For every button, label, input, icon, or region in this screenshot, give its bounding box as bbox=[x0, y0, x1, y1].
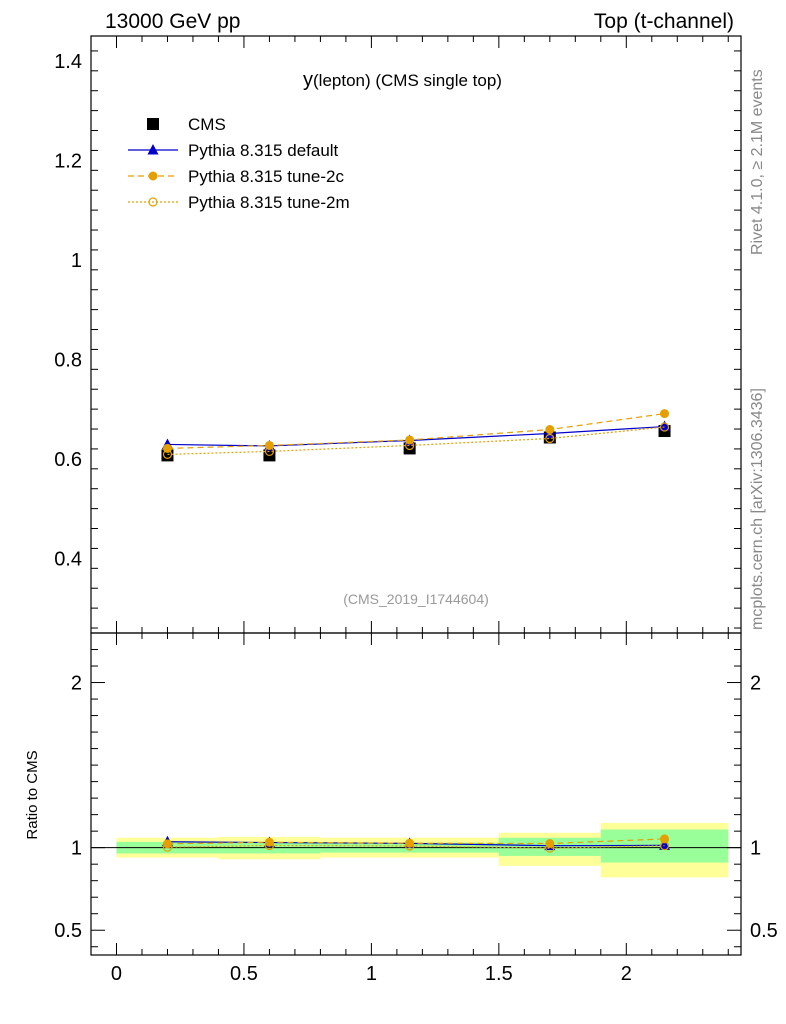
legend-label-3: Pythia 8.315 tune-2m bbox=[188, 193, 350, 212]
analysis-watermark: (CMS_2019_I1744604) bbox=[343, 591, 489, 607]
mcplots-label: mcplots.cern.ch [arXiv:1306.3436] bbox=[749, 388, 766, 630]
main-point-1-4 bbox=[659, 420, 671, 432]
main-point-2-4 bbox=[660, 409, 670, 419]
process-label: Top (t-channel) bbox=[594, 10, 734, 33]
xtick-label: 1.5 bbox=[485, 963, 513, 985]
ratio-point-1-0 bbox=[162, 839, 172, 849]
main-point-3-0 bbox=[162, 449, 173, 459]
ytick-ratio-label-right: 1 bbox=[750, 838, 761, 860]
axis-tick-labels: 0 0.5 1 1.5 2 0.4 0.6 0.8 1 1.2 1.4 0.5 0.5 1 1 2 2 bbox=[54, 51, 778, 985]
rivet-label: Rivet 4.1.0, ≥ 2.1M events bbox=[749, 69, 766, 255]
ratio-uncertainty-bands bbox=[116, 822, 729, 878]
plot-title-sub: (lepton) (CMS single top) bbox=[313, 71, 502, 90]
main-point-3-2 bbox=[405, 440, 415, 451]
ratio-point-1-3 bbox=[545, 839, 555, 849]
legend-marker-0 bbox=[147, 118, 159, 130]
main-point-3-3 bbox=[545, 433, 555, 444]
ratio-point-1-1 bbox=[264, 837, 274, 847]
ratio-point-0-4 bbox=[659, 839, 671, 850]
main-series-group bbox=[161, 409, 671, 462]
ratio-ylabel: Ratio to CMS bbox=[24, 750, 41, 839]
legend-label-0: CMS bbox=[188, 115, 226, 134]
xtick-label: 0.5 bbox=[230, 963, 258, 985]
ratio-point-2-0 bbox=[162, 842, 173, 852]
ytick-main-label: 1 bbox=[71, 250, 82, 272]
legend: CMS Pythia 8.315 default Pythia 8.315 tune… bbox=[128, 115, 350, 212]
main-point-2-3 bbox=[545, 425, 555, 435]
main-line-3 bbox=[167, 426, 665, 455]
ytick-main-label: 0.8 bbox=[54, 349, 82, 371]
ytick-ratio-label-left: 0.5 bbox=[54, 920, 82, 942]
ytick-ratio-label-left: 1 bbox=[71, 838, 82, 860]
ratio-point-2-2 bbox=[405, 841, 415, 851]
ytick-main-label: 0.6 bbox=[54, 449, 82, 471]
plot-title-main: y bbox=[303, 69, 313, 91]
main-point-3-1 bbox=[264, 446, 275, 457]
ratio-panel-frame bbox=[90, 632, 742, 956]
ratio-point-2-3 bbox=[545, 843, 555, 853]
ytick-ratio-label-right: 0.5 bbox=[750, 920, 778, 942]
ytick-main-label: 1.4 bbox=[54, 51, 82, 73]
ratio-point-2-4 bbox=[659, 841, 670, 851]
legend-label-1: Pythia 8.315 default bbox=[188, 141, 339, 160]
ratio-line-2 bbox=[167, 844, 665, 849]
legend-marker-1 bbox=[147, 144, 159, 155]
xtick-label: 0 bbox=[111, 963, 122, 985]
main-point-3-4 bbox=[659, 422, 670, 432]
xtick-label: 2 bbox=[621, 963, 632, 985]
axis-ticks bbox=[91, 36, 741, 955]
ytick-ratio-label-right: 2 bbox=[750, 673, 761, 695]
main-line-1 bbox=[167, 425, 665, 447]
ytick-main-label: 1.2 bbox=[54, 150, 82, 172]
ratio-series-group bbox=[161, 834, 671, 853]
legend-label-2: Pythia 8.315 tune-2c bbox=[188, 167, 344, 186]
legend-marker-2 bbox=[148, 171, 158, 181]
ytick-main-label: 0.4 bbox=[54, 548, 82, 570]
legend-marker-3 bbox=[148, 197, 158, 207]
ytick-ratio-label-left: 2 bbox=[71, 673, 82, 695]
ratio-point-2-1 bbox=[264, 840, 275, 851]
xtick-label: 1 bbox=[366, 963, 377, 985]
plot-title: y(lepton) (CMS single top) bbox=[303, 69, 502, 91]
collision-label: 13000 GeV pp bbox=[105, 10, 240, 33]
ratio-point-1-4 bbox=[660, 834, 670, 844]
